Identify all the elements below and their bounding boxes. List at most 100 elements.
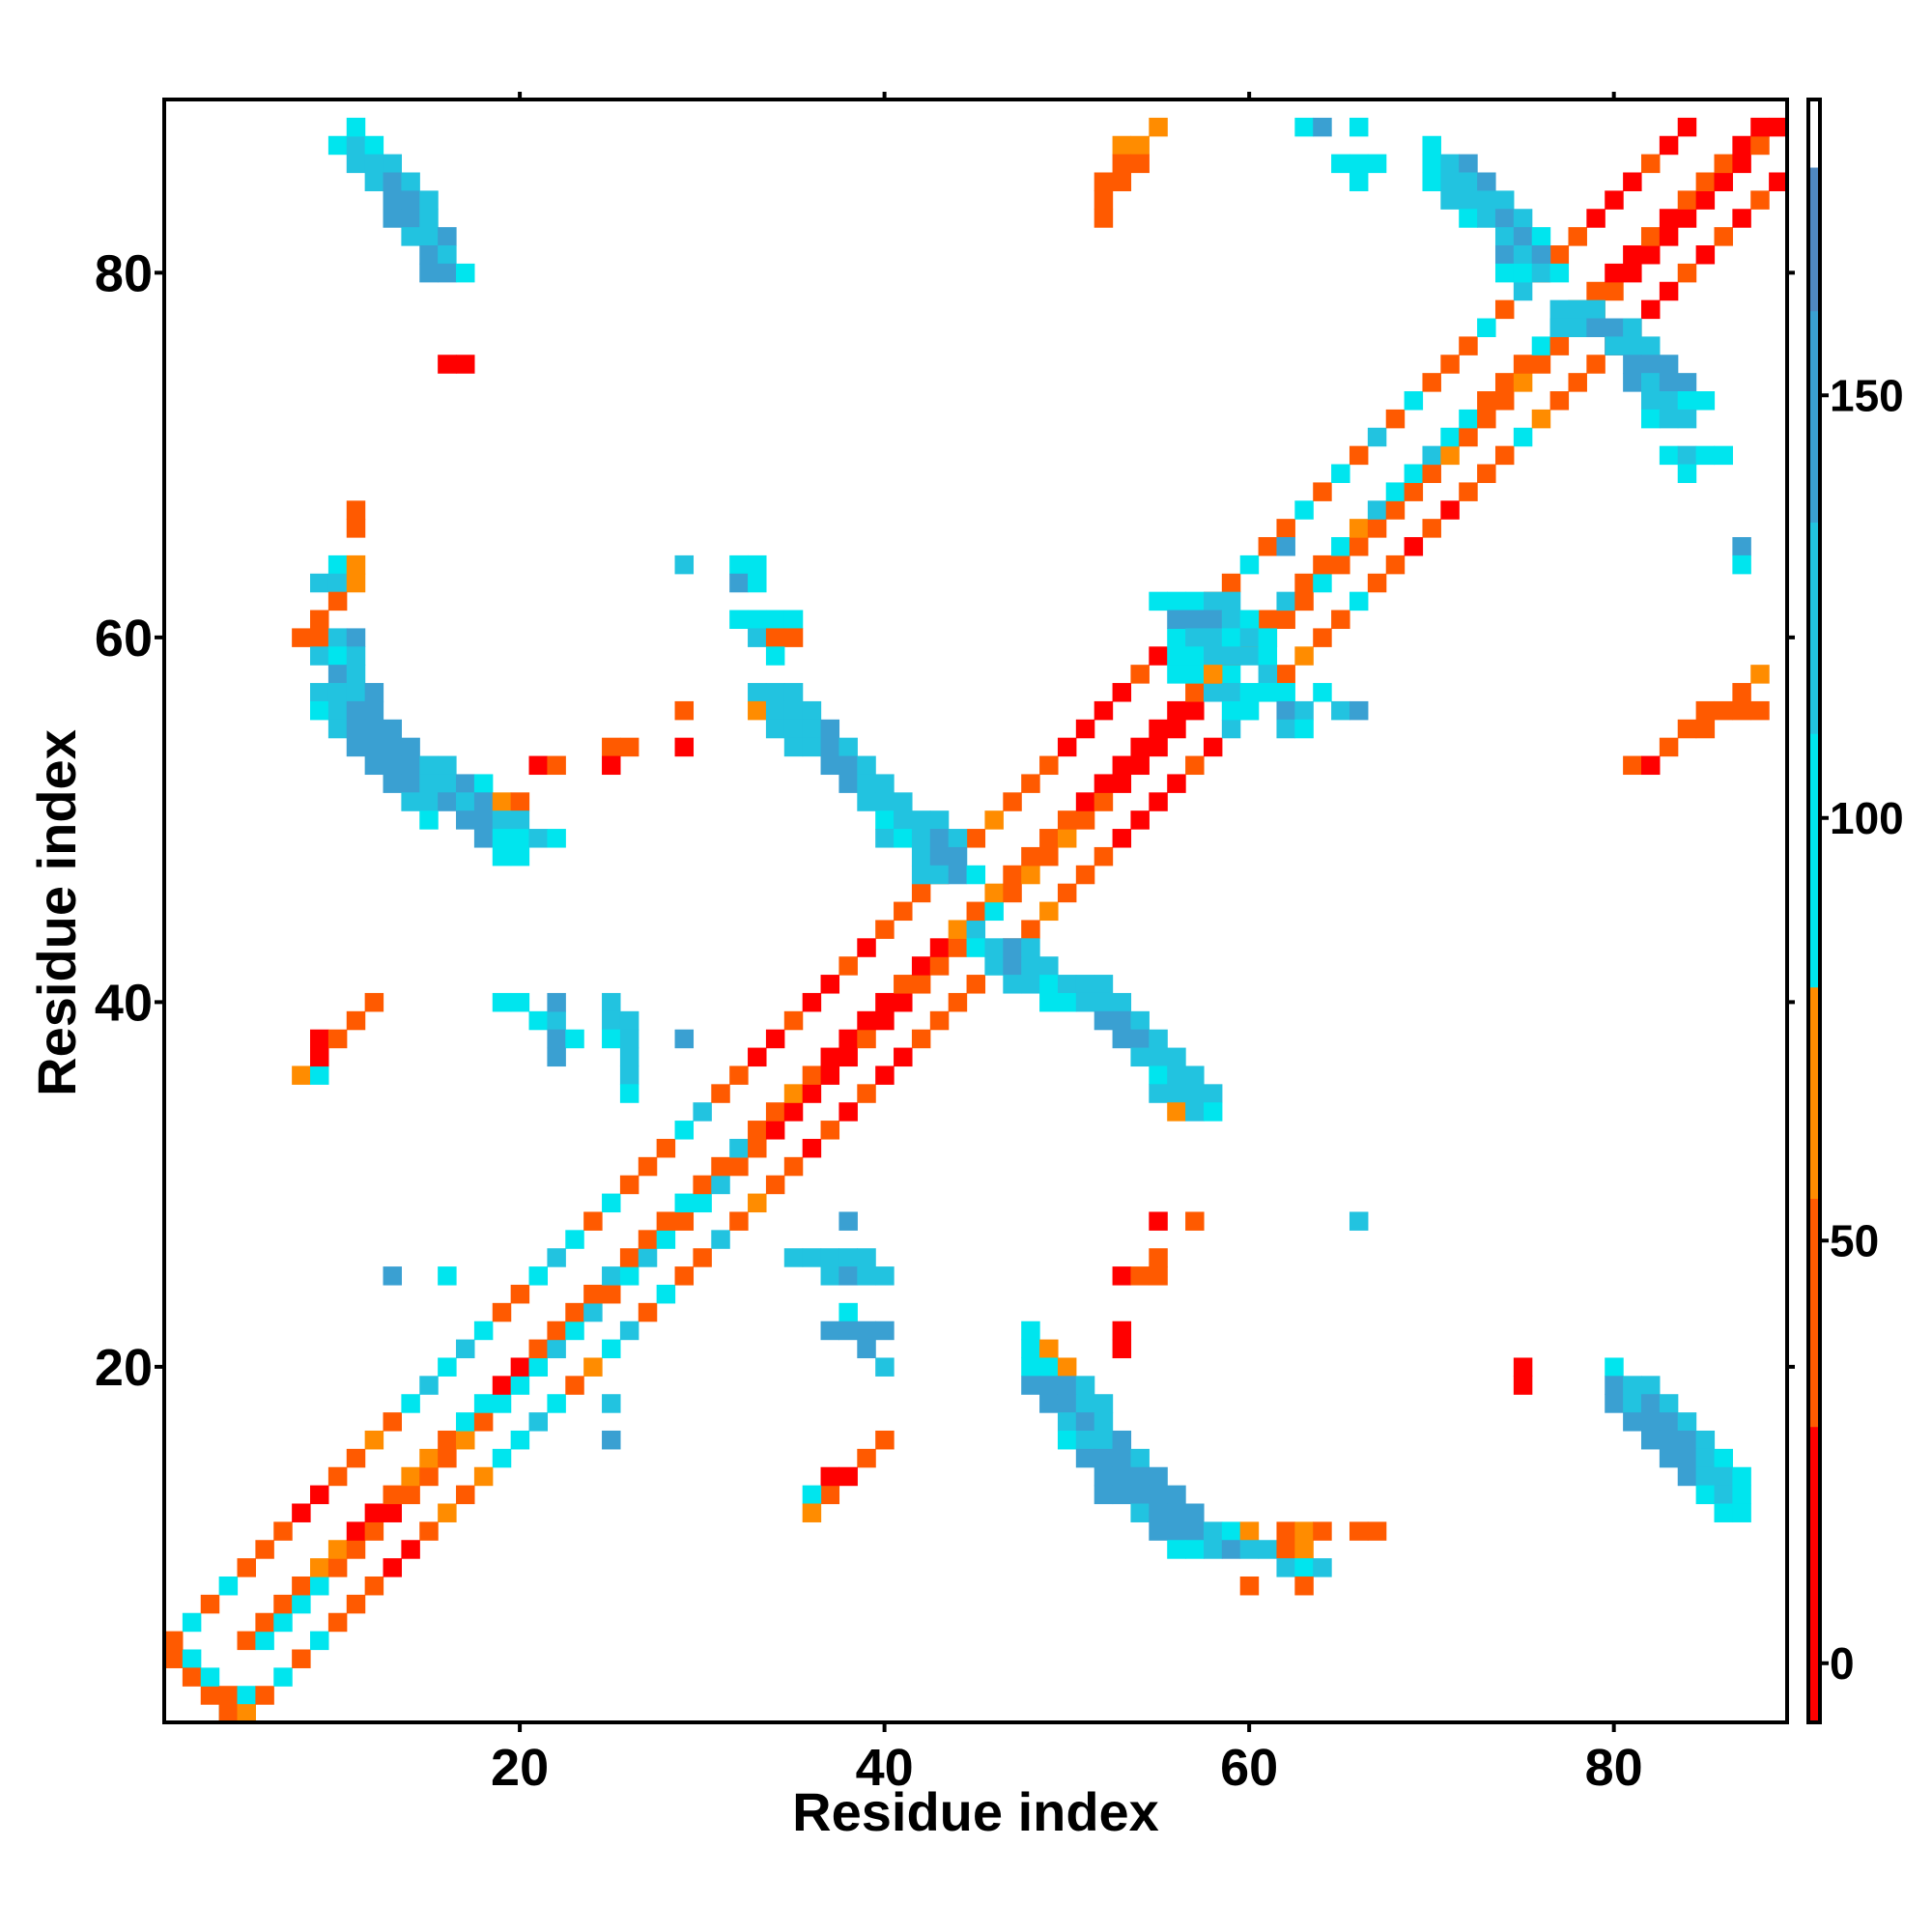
heatmap-cell [1769, 117, 1788, 137]
heatmap-cell [911, 810, 931, 830]
heatmap-cell [1513, 209, 1533, 228]
heatmap-cell [966, 901, 986, 922]
colorbar-tick-label: 150 [1830, 370, 1904, 420]
heatmap-cell [838, 1029, 858, 1049]
heatmap-cell [765, 1102, 785, 1122]
heatmap-cell [875, 1065, 895, 1085]
heatmap-cell [1057, 992, 1077, 1012]
heatmap-cell [1112, 1448, 1132, 1468]
heatmap-cell [1513, 373, 1533, 392]
heatmap-cell [1057, 883, 1077, 903]
heatmap-cell [1640, 336, 1661, 355]
heatmap-cell [875, 792, 895, 811]
heatmap-cell [1021, 956, 1040, 976]
heatmap-cell [1677, 409, 1697, 429]
heatmap-cell [875, 829, 895, 848]
heatmap-cell [656, 1211, 676, 1231]
heatmap-cell [619, 1248, 639, 1267]
x-tick-label: 60 [1220, 1739, 1278, 1797]
heatmap-cell [1057, 1430, 1077, 1450]
heatmap-cell [1349, 154, 1369, 174]
heatmap-cell [1623, 263, 1642, 283]
heatmap-cell [1695, 700, 1716, 721]
heatmap-cell [1440, 355, 1460, 374]
heatmap-cell [1167, 665, 1186, 684]
heatmap-cell [820, 755, 840, 776]
heatmap-cell [1732, 1503, 1751, 1522]
heatmap-cell [1695, 391, 1716, 411]
heatmap-cell [674, 700, 695, 721]
heatmap-cell [966, 829, 986, 848]
heatmap-cell [1513, 1376, 1533, 1395]
heatmap-cell [1605, 1357, 1624, 1377]
heatmap-cell [1422, 172, 1441, 191]
heatmap-cell [401, 737, 420, 757]
heatmap-cell [1167, 1084, 1186, 1103]
heatmap-cell [1494, 263, 1515, 283]
heatmap-cell [1623, 172, 1642, 191]
x-tick-label: 80 [1585, 1739, 1643, 1797]
heatmap-cell [1732, 154, 1751, 174]
heatmap-cell [1459, 172, 1478, 191]
heatmap-cell [1494, 391, 1515, 411]
heatmap-cell [1422, 135, 1441, 156]
heatmap-cell [1294, 1558, 1314, 1577]
heatmap-cell [1623, 245, 1642, 265]
heatmap-cell [438, 355, 457, 374]
heatmap-cell [492, 1448, 512, 1468]
heatmap-cell [674, 1029, 695, 1049]
heatmap-cell [1440, 172, 1460, 191]
heatmap-cell [364, 172, 384, 191]
heatmap-cell [1149, 737, 1168, 757]
heatmap-cell [1239, 683, 1260, 702]
heatmap-cell [1623, 1376, 1642, 1395]
heatmap-cell [1459, 190, 1478, 210]
heatmap-cell [510, 992, 530, 1012]
heatmap-cell [1149, 591, 1168, 611]
heatmap-cell [346, 719, 366, 739]
heatmap-cell [1732, 683, 1751, 702]
heatmap-cell [1586, 299, 1605, 320]
heatmap-cell [875, 774, 895, 793]
heatmap-cell [528, 1357, 549, 1377]
heatmap-cell [1531, 263, 1551, 283]
heatmap-cell [346, 1540, 366, 1559]
heatmap-cell [765, 610, 785, 630]
heatmap-cell [1094, 992, 1114, 1012]
heatmap-cell [729, 610, 749, 630]
heatmap-cell [1623, 355, 1642, 374]
heatmap-cell [1167, 646, 1186, 666]
heatmap-cell [327, 1466, 348, 1487]
heatmap-cell [473, 810, 494, 830]
heatmap-cell [292, 1576, 311, 1596]
heatmap-cell [1659, 1448, 1679, 1468]
heatmap-cell [1367, 573, 1387, 593]
heatmap-cell [674, 554, 695, 575]
heatmap-cell [711, 1230, 730, 1249]
heatmap-cell [602, 755, 621, 776]
heatmap-cell [401, 190, 420, 210]
heatmap-cell [364, 1576, 384, 1596]
heatmap-cell [1349, 1521, 1369, 1541]
heatmap-cell [1477, 209, 1496, 228]
heatmap-cell [1203, 683, 1223, 702]
heatmap-cell [638, 1156, 658, 1177]
heatmap-cell [1677, 373, 1697, 392]
heatmap-cell [820, 1248, 840, 1267]
heatmap-cell [346, 500, 366, 520]
heatmap-cell [1513, 1357, 1533, 1377]
x-axis-ticks: 20 40 60 80 [491, 92, 1643, 1797]
heatmap-cell [1494, 227, 1515, 246]
heatmap-cell [1021, 865, 1040, 885]
heatmap-cell [1112, 755, 1132, 776]
heatmap-cell [857, 938, 876, 957]
heatmap-cell [1349, 591, 1369, 611]
heatmap-cell [1094, 190, 1114, 210]
heatmap-cell [1732, 1485, 1751, 1505]
heatmap-cell [1750, 135, 1770, 156]
heatmap-cell [1075, 1412, 1095, 1432]
heatmap-cell [1075, 792, 1095, 811]
heatmap-cell [401, 1540, 420, 1559]
colorbar [1806, 98, 1822, 1724]
heatmap-cell [419, 792, 439, 811]
